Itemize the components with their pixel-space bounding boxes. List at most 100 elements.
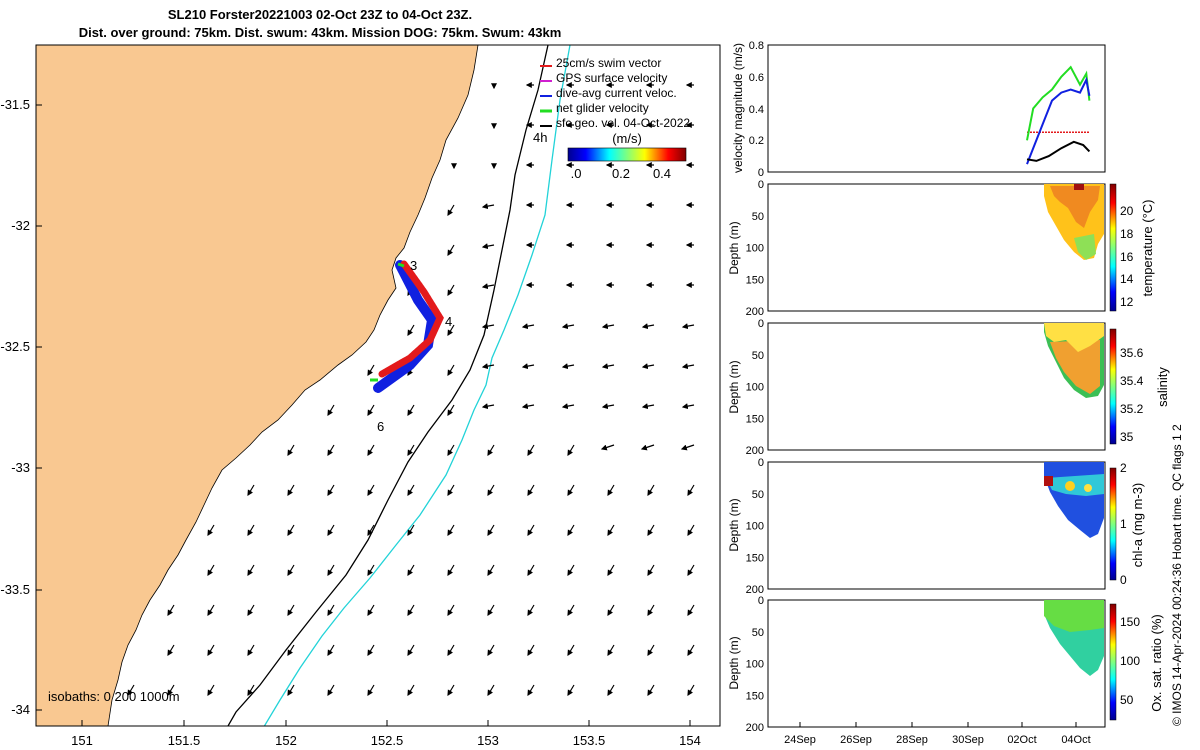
velocity-arrow-88: [607, 484, 615, 497]
velocity-arrow-27: [481, 243, 495, 250]
velocity-arrow-62: [481, 403, 495, 410]
velocity-arrow-119: [247, 604, 255, 617]
chla-panel: Depth (m) chl-a (mg m-3) 0 1 2: [727, 461, 1145, 590]
legend-label-dive: dive-avg current veloc.: [556, 86, 677, 100]
time-label-3: 30Sep: [952, 734, 984, 746]
velocity-arrow-143: [647, 644, 655, 657]
velocity-arrow-152: [407, 684, 415, 697]
velocity-arrow-85: [487, 484, 495, 497]
velocity-arrow-68: [287, 444, 295, 457]
velocity-ylabel: velocity magnitude (m/s): [731, 43, 745, 173]
ox-cbar-100: 100: [1120, 654, 1140, 668]
map-panel: 4h 3 4 6 isobaths: 0 200 1000m 151 151.5…: [0, 44, 721, 748]
depth-tick-1-1: 50: [752, 350, 764, 362]
velocity-arrow-130: [687, 604, 695, 617]
depth-tick-0-4: 200: [746, 306, 764, 318]
chla-bloom-spot-2: [1084, 484, 1092, 492]
land: [36, 45, 479, 726]
ox-ylabel: Depth (m): [727, 636, 741, 689]
vel-ytick-0.4: 0.4: [749, 104, 764, 116]
velocity-arrow-104: [207, 564, 215, 577]
velocity-arrow-72: [447, 444, 455, 457]
salinity-upper-band: [1044, 323, 1104, 352]
velocity-arrow-47: [641, 323, 655, 330]
velocity-arrow-64: [561, 403, 575, 410]
lat-tick--32.5: -32.5: [0, 339, 30, 354]
temperature-panel: Depth (m) temperature (°C) 12 14 16 18 2…: [727, 183, 1155, 312]
map-axis-ticks: [36, 104, 691, 726]
velocity-arrow-144: [687, 644, 695, 657]
velocity-arrow-91: [207, 524, 215, 537]
depth-tick-0-0: 0: [758, 179, 764, 191]
velocity-series-3: [1026, 140, 1091, 162]
velocity-arrow-137: [407, 644, 415, 657]
velocity-arrow-34: [447, 284, 455, 297]
velocity-panel: velocity magnitude (m/s) 0 0.2 0.4 0.6 0…: [731, 40, 1106, 179]
velocity-arrow-122: [367, 604, 375, 617]
velocity-arrow-61: [447, 404, 455, 417]
velocity-arrow-133: [247, 644, 255, 657]
velocity-arrow-98: [487, 524, 495, 537]
velocity-series-1: [1026, 65, 1091, 141]
velocity-arrow-74: [527, 444, 535, 457]
velocity-arrow-107: [327, 564, 335, 577]
isobaths-label: isobaths: 0 200 1000m: [48, 689, 180, 704]
vel-ytick-0.6: 0.6: [749, 72, 764, 84]
velocity-arrow-124: [447, 604, 455, 617]
depth-tick-3-1: 50: [752, 627, 764, 639]
credit-label: © IMOS 14-Apr-2024 00:24:36 Hobart time.…: [1170, 424, 1184, 726]
lon-tick-154: 154: [679, 733, 701, 748]
velocity-arrow-109: [407, 564, 415, 577]
lon-tick-152.5: 152.5: [371, 733, 404, 748]
temp-cbar-20: 20: [1120, 204, 1134, 218]
ox-cbar-50: 50: [1120, 693, 1134, 707]
lon-tick-152: 152: [275, 733, 297, 748]
vel-ytick-0: 0: [758, 167, 764, 179]
day-marker-4h: 4h: [533, 130, 547, 145]
velocity-arrow-73: [487, 444, 495, 457]
depth-tick-1-2: 100: [746, 382, 764, 394]
chla-hotspot: [1044, 476, 1053, 486]
sal-cbar-35.2: 35.2: [1120, 402, 1144, 416]
velocity-arrow-43: [481, 323, 495, 330]
chla-cbar-label: chl-a (mg m-3): [1130, 483, 1145, 568]
velocity-arrow-55: [601, 363, 615, 370]
velocity-arrow-116: [687, 564, 695, 577]
chla-cbar-0: 0: [1120, 573, 1127, 587]
velocity-arrow-66: [641, 403, 655, 410]
temperature-colorbar: [1109, 183, 1117, 312]
velocity-arrow-129: [647, 604, 655, 617]
velocity-arrow-140: [527, 644, 535, 657]
temperature-hotspot: [1074, 184, 1084, 190]
salinity-panel: Depth (m) salinity 35 35.2 35.4 35.6: [727, 322, 1170, 451]
velocity-arrow-87: [567, 484, 575, 497]
temp-cbar-12: 12: [1120, 295, 1134, 309]
velocity-arrow-136: [367, 644, 375, 657]
velocity-arrow-82: [367, 484, 375, 497]
figure-title: SL210 Forster20221003 02-Oct 23Z to 04-O…: [0, 6, 640, 42]
velocity-arrow-95: [367, 524, 375, 537]
velocity-arrow-108: [367, 564, 375, 577]
velocity-arrow-42: [447, 324, 455, 337]
velocity-arrow-67: [681, 403, 695, 410]
depth-tick-3-0: 0: [758, 595, 764, 607]
depth-tick-2-2: 100: [746, 521, 764, 533]
chla-cbar-1: 1: [1120, 517, 1127, 531]
speed-colorbar-label: (m/s): [612, 131, 642, 146]
velocity-arrow-56: [641, 363, 655, 370]
time-label-5: 04Oct: [1061, 734, 1090, 746]
velocity-arrow-142: [607, 644, 615, 657]
velocity-arrow-20: [481, 203, 495, 210]
chla-ylabel: Depth (m): [727, 498, 741, 551]
depth-tick-2-0: 0: [758, 457, 764, 469]
isobath-1000m: [263, 45, 571, 726]
velocity-arrow-96: [407, 524, 415, 537]
velocity-arrow-79: [247, 484, 255, 497]
velocity-arrow-115: [647, 564, 655, 577]
velocity-arrow-60: [407, 404, 415, 417]
velocity-arrow-84: [447, 484, 455, 497]
velocity-arrow-49: [367, 364, 375, 377]
velocity-arrow-158: [647, 684, 655, 697]
temperature-cold-base: [1074, 234, 1096, 260]
vel-ytick-0.8: 0.8: [749, 40, 764, 52]
